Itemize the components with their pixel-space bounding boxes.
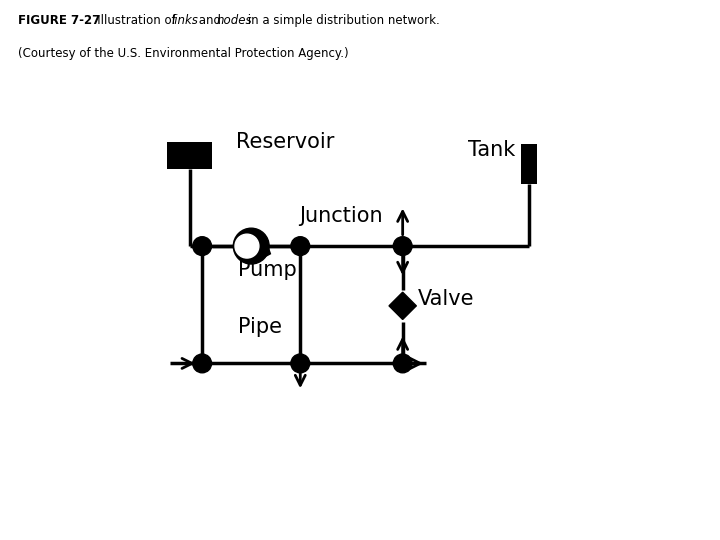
Text: Valve: Valve (418, 289, 474, 309)
Text: Jerry A. Nathanson | Richard A. Schneider: Jerry A. Nathanson | Richard A. Schneide… (173, 522, 361, 531)
Text: Basic Environmental Technology, Sixth Edition: Basic Environmental Technology, Sixth Ed… (173, 502, 382, 511)
Text: Tank: Tank (469, 140, 516, 160)
Text: PEARSON: PEARSON (613, 507, 709, 525)
Circle shape (291, 354, 310, 373)
Text: Pump: Pump (238, 260, 297, 280)
Circle shape (393, 354, 412, 373)
Text: nodes: nodes (217, 14, 252, 27)
Circle shape (193, 354, 212, 373)
Circle shape (235, 234, 259, 258)
Circle shape (291, 237, 310, 255)
FancyBboxPatch shape (167, 141, 212, 170)
Circle shape (193, 237, 212, 255)
Polygon shape (389, 306, 416, 320)
Text: Illustration of: Illustration of (86, 14, 180, 27)
Polygon shape (262, 245, 271, 257)
Text: ALWAYS LEARNING: ALWAYS LEARNING (7, 508, 168, 523)
Text: Junction: Junction (299, 206, 382, 226)
Text: Pipe: Pipe (238, 317, 282, 337)
Text: Copyright © 2015 by Pearson Education, Inc.: Copyright © 2015 by Pearson Education, I… (418, 502, 622, 511)
Circle shape (393, 237, 412, 255)
Text: All Rights Reserved: All Rights Reserved (418, 522, 505, 531)
Text: links: links (171, 14, 198, 27)
Text: in a simple distribution network.: in a simple distribution network. (244, 14, 440, 27)
Text: and: and (195, 14, 225, 27)
FancyBboxPatch shape (521, 144, 537, 184)
Circle shape (233, 228, 269, 264)
Text: FIGURE 7-27: FIGURE 7-27 (18, 14, 100, 27)
Text: (Courtesy of the U.S. Environmental Protection Agency.): (Courtesy of the U.S. Environmental Prot… (18, 46, 348, 59)
Text: Reservoir: Reservoir (236, 132, 335, 152)
Polygon shape (389, 292, 416, 306)
